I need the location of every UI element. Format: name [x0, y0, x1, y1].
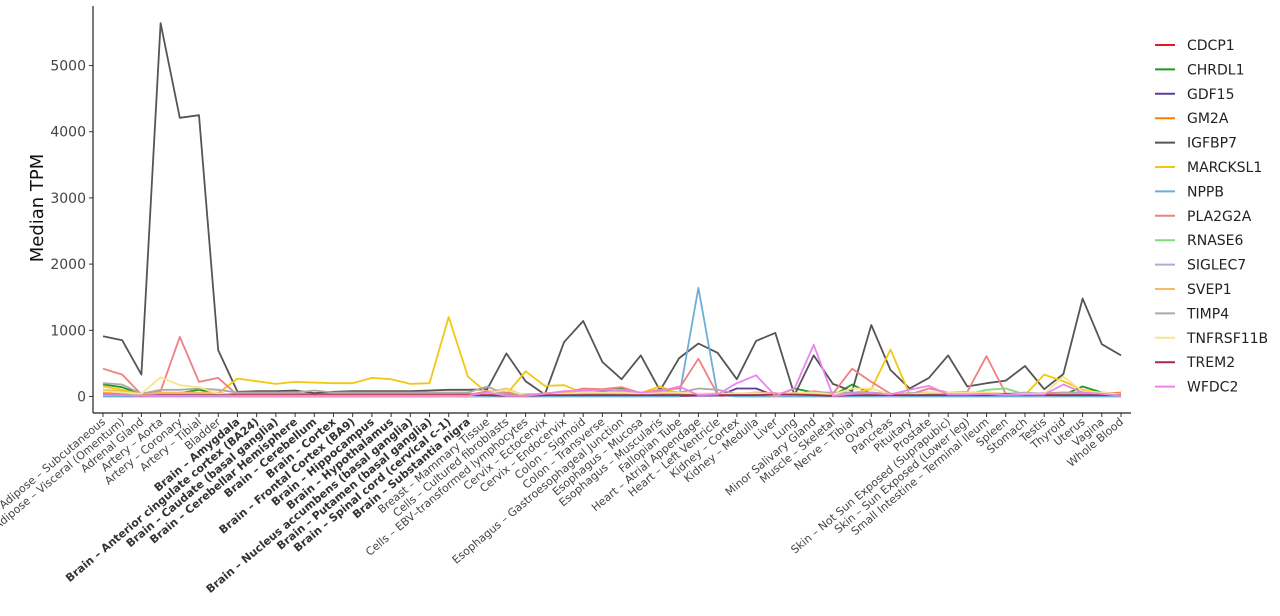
y-tick-label: 5000: [50, 59, 86, 75]
legend-label: NPPB: [1187, 184, 1224, 200]
y-tick-label: 0: [77, 389, 86, 405]
legend-label: PLA2G2A: [1187, 209, 1252, 225]
legend-label: WFDC2: [1187, 380, 1238, 396]
y-tick-label: 4000: [50, 125, 86, 141]
series-line-wfdc2: [103, 343, 1122, 397]
series-lines: [102, 22, 1122, 398]
legend-label: CHRDL1: [1187, 62, 1245, 78]
legend-label: TREM2: [1186, 355, 1235, 371]
legend: CDCP1 CHRDL1 GDF15 GM2A IGFBP7 MARCKSL1 NPPB PL…: [1155, 38, 1268, 396]
y-tick-label: 3000: [50, 191, 86, 207]
legend-label: CDCP1: [1187, 38, 1235, 54]
series-line-igfbp7: [102, 22, 1122, 397]
legend-label: GM2A: [1187, 111, 1229, 127]
legend-label: SVEP1: [1187, 282, 1232, 298]
legend-label: RNASE6: [1187, 233, 1244, 249]
y-axis-label: Median TPM: [27, 154, 48, 263]
y-tick-label: 2000: [50, 257, 86, 273]
legend-label: GDF15: [1187, 87, 1235, 103]
axes-lines: [92, 6, 1131, 414]
legend-label: TIMP4: [1186, 306, 1229, 322]
legend-label: TNFRSF11B: [1186, 331, 1268, 347]
y-tick-label: 1000: [50, 323, 86, 339]
y-axis: 0 1000 2000 3000 4000 5000: [50, 59, 93, 405]
series-line-marcksl1: [102, 316, 1122, 397]
legend-label: MARCKSL1: [1187, 160, 1262, 176]
legend-label: SIGLEC7: [1187, 258, 1246, 274]
legend-label: IGFBP7: [1187, 136, 1237, 152]
